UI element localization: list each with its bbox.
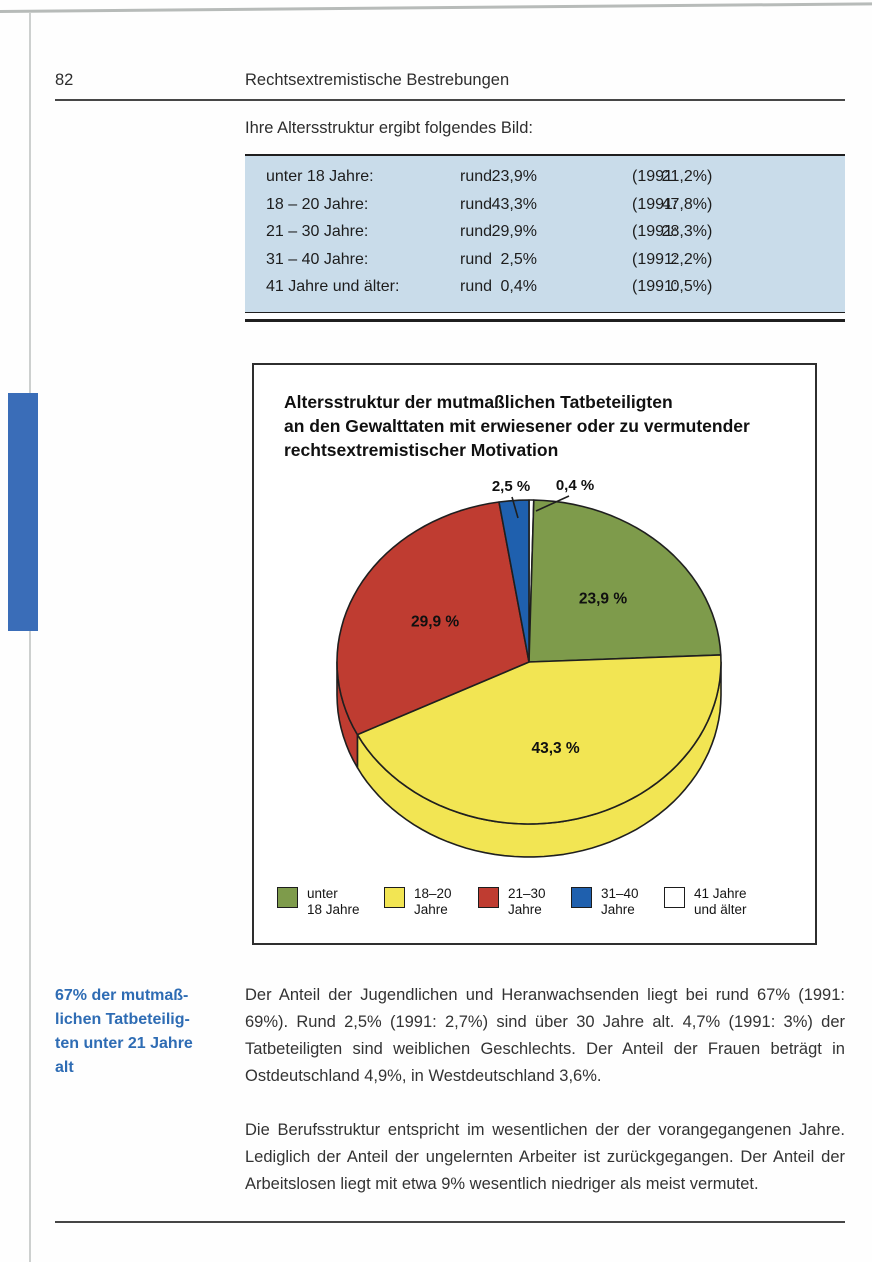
row-value: 43,3% (491, 195, 537, 213)
margin-note: 67% der mutmaß- lichen Tatbeteilig- ten … (55, 984, 233, 1080)
body-paragraph: Die Berufsstruktur entspricht im wesentl… (245, 1121, 845, 1193)
pie-value-label: 23,9 % (579, 590, 627, 607)
prev-close: ) (707, 168, 713, 185)
table-row: 41 Jahre und älter: rund 0,4% (1991: 0,5… (245, 278, 845, 306)
legend-label-line: Jahre (508, 902, 542, 918)
pie-callout-label: 0,4 % (556, 477, 594, 494)
pie-value-label: 43,3 % (531, 740, 579, 757)
table-row: 18 – 20 Jahre: rund 43,3% (1991: 47,8% ) (245, 196, 845, 224)
prev-open: (1991: (632, 223, 678, 240)
prev-value: 0,5% (670, 278, 707, 295)
body-paragraph: Der Anteil der Jugendlichen und Heranwac… (245, 986, 845, 1085)
legend-label-line: 21–30 (508, 886, 546, 901)
value-prefix: rund (460, 250, 493, 268)
margin-note-line: lichen Tatbeteilig- (55, 1011, 190, 1028)
prev-close: ) (707, 250, 713, 268)
pie-slice-21-30-jahre (336, 501, 530, 736)
row-value: 0,4% (500, 278, 537, 295)
legend-label-line: Jahre (601, 902, 635, 918)
row-label: unter 18 Jahre: (266, 168, 374, 185)
prev-open: (1991: (632, 195, 678, 213)
legend-label: 18–20 Jahre (414, 886, 452, 918)
value-prefix: rund (460, 168, 493, 185)
table-bottom-rule (245, 319, 845, 322)
prev-close: ) (707, 278, 713, 295)
prev-value: 47,8% (661, 195, 707, 213)
table-row: 21 – 30 Jahre: rund 29,9% (1991: 28,3% ) (245, 223, 845, 251)
legend-swatch-white (664, 887, 685, 908)
legend-item: 21–30 Jahre (478, 886, 546, 918)
legend-item: 31–40 Jahre (571, 886, 639, 918)
legend-item: unter 18 Jahre (277, 886, 360, 918)
prev-close: ) (707, 195, 713, 213)
legend-swatch-green (277, 887, 298, 908)
blue-margin-bar (8, 393, 38, 631)
legend-label: 21–30 Jahre (508, 886, 546, 918)
pie-callout-line (511, 496, 519, 519)
legend-label-line: Jahre (414, 902, 448, 918)
legend-swatch-yellow (384, 887, 405, 908)
pie-callout-label: 2,5 % (492, 478, 530, 495)
pie-slice-31-40-jahre (498, 499, 530, 663)
scan-left-edge-line (29, 13, 31, 1262)
running-title: Rechtsextremistische Bestrebungen (245, 71, 510, 89)
pie-callout-line (535, 495, 570, 512)
row-label: 21 – 30 Jahre: (266, 223, 369, 240)
legend-label-line: 18 Jahre (307, 902, 360, 918)
legend-label-line: 18–20 (414, 886, 452, 901)
value-prefix: rund (460, 195, 493, 213)
row-label: 31 – 40 Jahre: (266, 250, 369, 268)
pie-value-label: 29,9 % (411, 613, 459, 630)
legend-label: 41 Jahre und älter (694, 886, 747, 918)
value-prefix: rund (460, 278, 493, 295)
intro-text: Ihre Altersstruktur ergibt folgendes Bil… (245, 119, 533, 137)
prev-value: 2,2% (670, 250, 707, 268)
value-prefix: rund (460, 223, 493, 240)
pie-chart-figure: 23,9 % 43,3 % 29,9 % 0,4 % 2,5 % Altersstruk… (252, 363, 817, 945)
table-row: 31 – 40 Jahre: rund 2,5% (1991: 2,2% ) (245, 251, 845, 279)
page-number: 82 (55, 71, 74, 89)
row-label: 41 Jahre und älter: (266, 278, 400, 295)
row-label: 18 – 20 Jahre: (266, 195, 369, 213)
header-rule (55, 99, 845, 101)
legend-item: 41 Jahre und älter (664, 886, 747, 918)
prev-close: ) (707, 223, 713, 240)
pie-slice-18-20-jahre (356, 654, 722, 825)
margin-note-line: 67% der mutmaß- (55, 987, 189, 1004)
prev-value: 21,2% (661, 168, 707, 185)
legend-label-line: unter (307, 886, 338, 901)
legend-label-line: und älter (694, 902, 747, 918)
prev-open: (1991: (632, 168, 678, 185)
age-structure-table: unter 18 Jahre: rund 23,9% (1991: 21,2% … (245, 154, 845, 313)
margin-note-line: alt (55, 1059, 74, 1076)
pie-chart: 23,9 % 43,3 % 29,9 % 0,4 % 2,5 % (336, 477, 722, 858)
prev-value: 28,3% (661, 223, 707, 240)
legend-swatch-red (478, 887, 499, 908)
prev-open: (1991: (632, 278, 678, 295)
row-value: 23,9% (491, 168, 537, 185)
margin-note-line: ten unter 21 Jahre (55, 1035, 193, 1052)
row-value: 2,5% (500, 250, 537, 268)
table-row: unter 18 Jahre: rund 23,9% (1991: 21,2% … (245, 168, 845, 196)
legend-label-line: 41 Jahre (694, 886, 747, 901)
pie-slice-unter-18-jahre (528, 499, 722, 663)
chart-title: Altersstruktur der mutmaßlichen Tatbetei… (284, 392, 750, 460)
footer-rule (55, 1221, 845, 1223)
legend-item: 18–20 Jahre (384, 886, 452, 918)
legend-label-line: 31–40 (601, 886, 639, 901)
legend-swatch-blue (571, 887, 592, 908)
legend-label: unter 18 Jahre (307, 886, 360, 918)
scan-top-edge-line (0, 2, 872, 13)
legend-label: 31–40 Jahre (601, 886, 639, 918)
row-value: 29,9% (491, 223, 537, 240)
prev-open: (1991: (632, 250, 678, 268)
body-text: Der Anteil der Jugendlichen und Heranwac… (245, 982, 845, 1198)
